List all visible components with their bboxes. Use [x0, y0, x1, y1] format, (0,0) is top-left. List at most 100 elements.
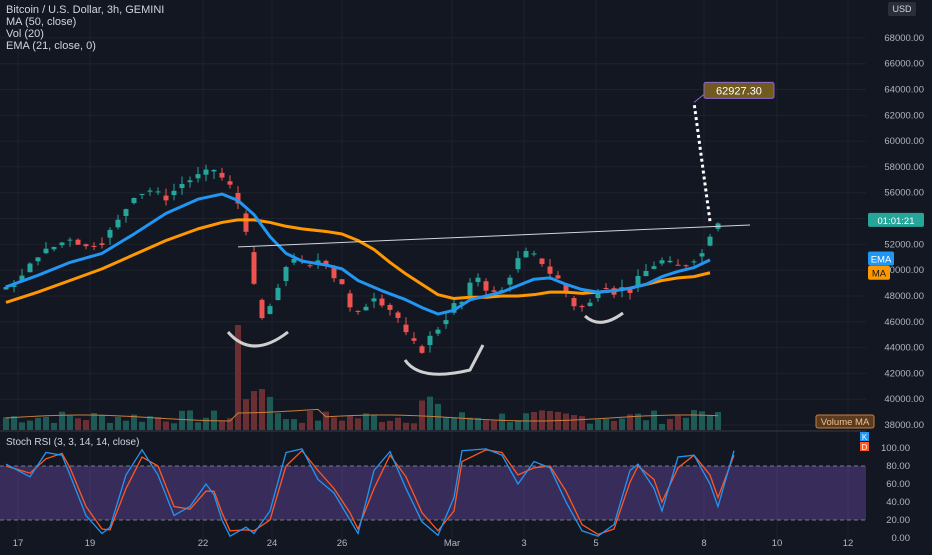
- volume-bar: [611, 420, 617, 430]
- volume-bar: [579, 416, 585, 430]
- volume-bar: [587, 423, 593, 430]
- stoch-tick-label: 0.00: [892, 533, 911, 544]
- candle-body: [363, 306, 369, 311]
- candle-body: [75, 239, 81, 245]
- volume-bar: [131, 414, 137, 430]
- candle-body: [59, 242, 65, 246]
- volume-bar: [83, 420, 89, 430]
- volume-bar: [299, 422, 305, 430]
- candle-body: [11, 285, 17, 287]
- volume-bar: [27, 420, 33, 430]
- ema-tag-bg: [868, 251, 894, 266]
- volume-bar: [139, 421, 145, 430]
- candle-body: [339, 279, 345, 285]
- candle-body: [219, 172, 225, 178]
- candle-body: [171, 190, 177, 196]
- candle-body: [139, 194, 145, 196]
- volume-bar: [291, 419, 297, 430]
- candle-body: [283, 267, 289, 281]
- volume-bar: [667, 418, 673, 430]
- volume-bar: [603, 418, 609, 430]
- stoch-rsi-pane: [0, 430, 932, 538]
- volume-bar: [315, 420, 321, 430]
- volume-bar: [371, 414, 377, 430]
- candle-body: [355, 310, 361, 312]
- volume-bar: [267, 396, 273, 430]
- candle-body: [467, 282, 473, 296]
- time-tick-label: 3: [521, 538, 526, 549]
- current-price-tag-bg: [868, 212, 924, 227]
- volume-bar: [683, 417, 689, 430]
- volume-bar: [379, 422, 385, 430]
- candle-body: [515, 258, 521, 270]
- candle-body: [187, 180, 193, 183]
- price-tick-label: 62000.00: [884, 110, 924, 121]
- stoch-tick-label: 60.00: [886, 479, 910, 490]
- time-tick-label: 10: [772, 538, 783, 549]
- volume-bar: [67, 415, 73, 430]
- stoch-k-line: [5, 448, 735, 538]
- volume-bar: [595, 419, 601, 430]
- volume-bar: [563, 413, 569, 430]
- volume-bar: [675, 415, 681, 430]
- volume-bar: [235, 325, 241, 430]
- volume-bar: [219, 421, 225, 430]
- candle-body: [411, 338, 417, 341]
- candle-body: [547, 266, 553, 274]
- volume-bar: [619, 418, 625, 430]
- volume-bar: [515, 420, 521, 430]
- volume-bar: [443, 417, 449, 430]
- candle-body: [427, 335, 433, 345]
- volume-bar: [11, 416, 17, 430]
- volume-bar: [339, 420, 345, 430]
- candle-body: [603, 287, 609, 289]
- volume-bar: [115, 417, 121, 430]
- target-label-connector: [693, 94, 705, 103]
- volume-bar: [347, 415, 353, 430]
- candle-body: [483, 281, 489, 291]
- candle-body: [123, 209, 129, 216]
- price-tick-label: 52000.00: [884, 239, 924, 250]
- volume-bar: [3, 417, 9, 430]
- candle-body: [347, 293, 353, 308]
- candle-body: [267, 306, 273, 315]
- target-label-text: 62927.30: [716, 85, 762, 97]
- volume-bar: [707, 415, 713, 430]
- candle-body: [459, 301, 465, 304]
- candle-body: [163, 195, 169, 201]
- left-shoulder-arc: [226, 330, 289, 348]
- candle-body: [331, 268, 337, 279]
- candle-body: [571, 298, 577, 307]
- stoch-tick-label: 20.00: [886, 515, 910, 526]
- candle-body: [579, 306, 585, 308]
- candle-body: [147, 190, 153, 192]
- stoch-d-line: [5, 449, 735, 536]
- volume-bar: [475, 417, 481, 430]
- volume-bar: [643, 420, 649, 430]
- candle-body: [395, 312, 401, 318]
- right-shoulder-arc: [583, 311, 624, 324]
- candle-body: [419, 346, 425, 353]
- candle-body: [371, 298, 377, 302]
- candle-body: [251, 252, 257, 284]
- volume-bar: [99, 414, 105, 430]
- volume-bar: [499, 413, 505, 430]
- volume-bar: [387, 420, 393, 430]
- candle-body: [211, 169, 217, 172]
- candle-body: [699, 253, 705, 257]
- volume-bar: [171, 423, 177, 430]
- stoch-tick-label: 100.00: [881, 443, 910, 454]
- candle-body: [403, 324, 409, 333]
- stoch-k-tag: K: [862, 433, 868, 442]
- price-tick-label: 48000.00: [884, 291, 924, 302]
- volume-bar: [283, 419, 289, 430]
- volume-bar: [635, 413, 641, 430]
- volume-bar: [483, 420, 489, 430]
- candle-body: [291, 258, 297, 263]
- stoch-k-tag-bg: [860, 432, 869, 441]
- candle-body: [451, 303, 457, 313]
- volume-bar: [419, 400, 425, 430]
